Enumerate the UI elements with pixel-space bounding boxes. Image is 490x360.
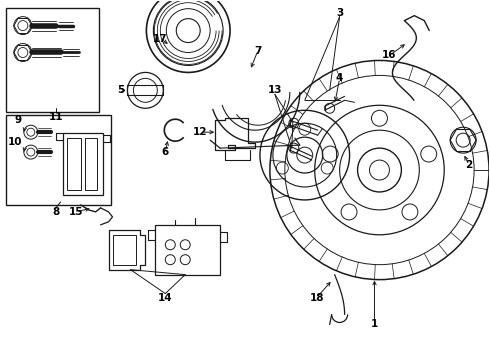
Text: 13: 13: [268, 85, 282, 95]
Text: 11: 11: [49, 112, 63, 122]
Bar: [63, 133, 102, 195]
Text: 9: 9: [14, 115, 22, 125]
Text: 6: 6: [162, 147, 169, 157]
Text: 3: 3: [336, 8, 343, 18]
Text: 15: 15: [69, 207, 83, 217]
Text: 4: 4: [336, 73, 343, 84]
Text: 10: 10: [8, 137, 22, 147]
Bar: [155, 225, 220, 275]
Bar: [113, 235, 136, 265]
Text: 14: 14: [158, 293, 172, 302]
Text: 16: 16: [382, 50, 397, 60]
Bar: [67, 138, 81, 190]
Text: 5: 5: [117, 85, 124, 95]
Text: 8: 8: [52, 207, 59, 217]
Text: 1: 1: [371, 319, 378, 329]
Text: 7: 7: [254, 45, 262, 55]
Text: 18: 18: [310, 293, 324, 302]
Bar: [6, 8, 98, 112]
Text: 17: 17: [153, 33, 168, 44]
Bar: [85, 138, 97, 190]
Bar: [6, 115, 111, 205]
Text: 12: 12: [193, 127, 207, 137]
Text: 2: 2: [466, 160, 473, 170]
